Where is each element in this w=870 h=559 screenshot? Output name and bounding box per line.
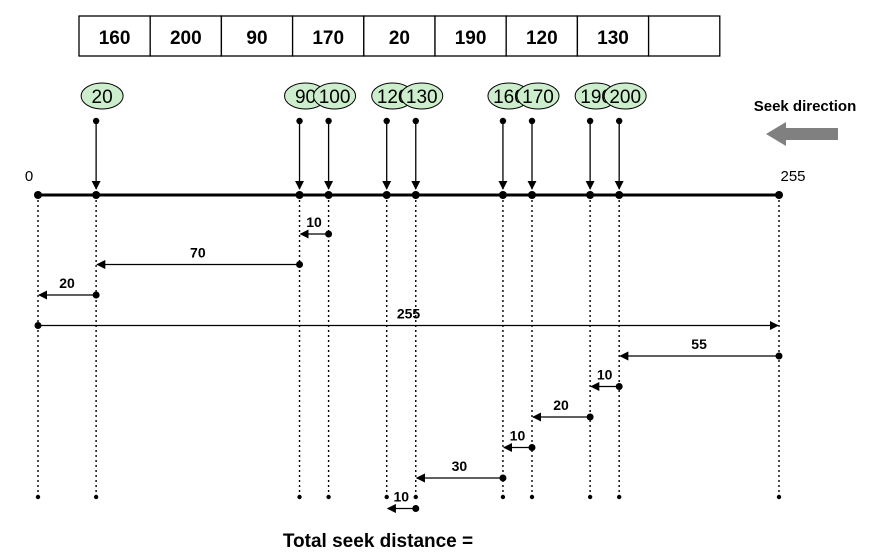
queue-cell bbox=[647, 15, 721, 57]
axis-point bbox=[615, 191, 624, 199]
guide-end-dot bbox=[776, 494, 782, 500]
move-distance-label: 20 bbox=[553, 397, 569, 413]
queue-value: 200 bbox=[170, 28, 202, 49]
queue-value: 120 bbox=[526, 28, 558, 49]
move-distance-label: 20 bbox=[59, 275, 75, 291]
request-label: 170 bbox=[522, 87, 554, 108]
guide-end-dot bbox=[35, 494, 41, 500]
seek-direction: Seek direction bbox=[754, 98, 857, 146]
axis-min-label: 0 bbox=[25, 168, 33, 185]
guide-end-dot bbox=[413, 494, 418, 500]
axis-point bbox=[34, 191, 42, 199]
request-label: 160 bbox=[493, 87, 525, 108]
axis-point bbox=[382, 191, 391, 199]
request-label: 190 bbox=[580, 87, 612, 108]
request-label: 20 bbox=[92, 87, 113, 108]
move-distance-label: 10 bbox=[597, 367, 613, 383]
axis-point bbox=[324, 191, 333, 199]
guide-end-dot bbox=[616, 494, 622, 500]
axis-point bbox=[498, 191, 507, 199]
guide-end-dot bbox=[297, 494, 302, 500]
request-queue: 160 200 90 170 20 190 120 130 bbox=[78, 15, 721, 57]
request-bubble bbox=[603, 82, 647, 110]
queue-value: 20 bbox=[389, 28, 410, 49]
queue-value: 130 bbox=[597, 28, 629, 49]
request-label: 130 bbox=[406, 87, 438, 108]
request-bubble bbox=[313, 82, 357, 110]
axis-point bbox=[92, 191, 101, 199]
seek-direction-arrow-icon bbox=[766, 122, 838, 146]
guide-end-dot bbox=[529, 494, 535, 500]
queue-value: 160 bbox=[99, 28, 131, 49]
queue-value: 170 bbox=[312, 28, 344, 49]
request-bubble bbox=[80, 82, 124, 110]
queue-cell bbox=[220, 15, 294, 57]
move-distance-label: 10 bbox=[510, 428, 526, 444]
move-distance-label: 55 bbox=[691, 336, 707, 352]
total-seek-distance-label: Total seek distance = bbox=[283, 531, 473, 552]
move-distance-label: 10 bbox=[306, 214, 322, 230]
guide-end-dot bbox=[384, 494, 389, 500]
axis-point bbox=[528, 191, 536, 199]
guide-end-dot bbox=[587, 494, 593, 500]
guide-end-dot bbox=[326, 494, 331, 500]
queue-cell bbox=[505, 15, 579, 57]
request-label: 120 bbox=[377, 87, 409, 108]
guide-end-dot bbox=[500, 494, 506, 500]
queue-cell bbox=[78, 15, 151, 57]
request-label: 100 bbox=[319, 87, 351, 108]
axis-point bbox=[295, 191, 304, 199]
request-label: 200 bbox=[609, 87, 641, 108]
queue-value: 90 bbox=[246, 28, 267, 49]
move-distance-label: 255 bbox=[397, 306, 421, 322]
queue-cell bbox=[434, 15, 507, 57]
track-axis: 0 255 bbox=[25, 168, 806, 199]
move-distance-label: 10 bbox=[393, 489, 409, 505]
move-distance-label: 30 bbox=[452, 458, 468, 474]
track-guides bbox=[35, 195, 782, 500]
queue-cell bbox=[149, 15, 223, 57]
seek-direction-label: Seek direction bbox=[754, 98, 857, 115]
queue-cell bbox=[576, 15, 650, 57]
move-distance-label: 70 bbox=[190, 245, 206, 261]
axis-max-label: 255 bbox=[780, 168, 805, 185]
axis-point bbox=[775, 191, 783, 199]
request-bubble bbox=[516, 82, 560, 110]
axis-point bbox=[586, 191, 595, 199]
queue-cell bbox=[363, 15, 436, 57]
request-bubble bbox=[400, 82, 444, 110]
guide-end-dot bbox=[93, 494, 99, 500]
axis-point bbox=[411, 191, 420, 199]
head-movements: 10 70 20 255 55 10 20 10 30 10 bbox=[34, 214, 783, 514]
request-label: 90 bbox=[295, 87, 316, 108]
queue-value: 190 bbox=[455, 28, 487, 49]
